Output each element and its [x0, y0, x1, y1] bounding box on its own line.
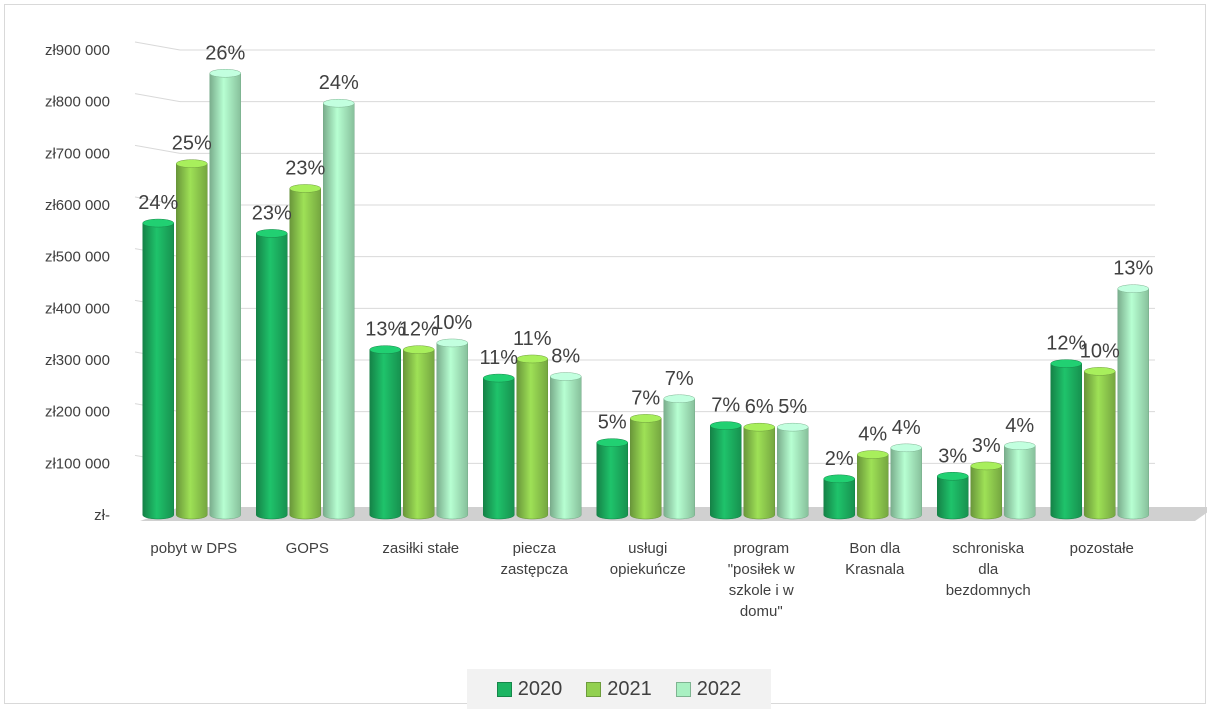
- legend-item: 2021: [586, 678, 652, 701]
- data-label: 7%: [631, 387, 660, 409]
- data-label: 11%: [513, 328, 552, 350]
- bar-chart: zł-zł100 000 zł200 000 zł300 000 zł400 000 z…: [45, 41, 1207, 620]
- x-tick-label: zasiłki stałe: [382, 540, 459, 557]
- data-label: 7%: [665, 368, 694, 390]
- x-tick-label: piecza zastępcza: [500, 540, 568, 578]
- data-label: 5%: [598, 412, 627, 434]
- data-label: 13%: [1113, 258, 1153, 280]
- data-label: 11%: [479, 347, 518, 369]
- y-tick-label: zł300 000: [45, 352, 110, 369]
- y-tick-label: zł100 000: [45, 455, 110, 472]
- x-tick-label: pobyt w DPS: [150, 540, 237, 557]
- bar-2021: [176, 159, 208, 520]
- data-label: 23%: [285, 157, 325, 179]
- bar-2021: [403, 345, 435, 520]
- legend-item: 2022: [675, 677, 742, 701]
- data-label: 3%: [972, 435, 1001, 457]
- data-label: 4%: [892, 417, 921, 439]
- bar-2022: [436, 338, 468, 520]
- data-label: 12%: [1046, 333, 1086, 355]
- data-label: 6%: [745, 396, 774, 418]
- data-label: 3%: [938, 445, 967, 467]
- bar-2021: [516, 354, 548, 520]
- data-label: 5%: [778, 396, 807, 418]
- bar-2021: [630, 414, 662, 520]
- bar-2020: [596, 438, 628, 520]
- y-tick-label: zł500 000: [45, 249, 110, 266]
- gridline-depth: [134, 41, 181, 51]
- gridline-depth: [134, 93, 181, 103]
- bar-2022: [550, 372, 582, 520]
- data-label: 24%: [138, 192, 178, 214]
- y-tick-label: zł400 000: [45, 300, 110, 317]
- bar-2022: [663, 394, 695, 520]
- y-axis-ticks: zł-zł100 000 zł200 000 zł300 000 zł400 000 z…: [45, 42, 110, 524]
- x-axis-ticks: pobyt w DPS GOPS zasiłki stałe piecza zastęp…: [150, 540, 1133, 620]
- data-label: 4%: [858, 424, 887, 446]
- legend-item: 2020: [496, 677, 563, 701]
- bar-2022: [1117, 284, 1149, 520]
- bar-2021: [743, 422, 775, 520]
- y-tick-label: zł900 000: [45, 42, 110, 59]
- data-label: 10%: [432, 312, 472, 334]
- bar-2020: [369, 345, 401, 520]
- bar-2020: [483, 373, 515, 520]
- gridline-depth: [134, 196, 181, 206]
- data-label: 7%: [711, 395, 740, 417]
- bar-2020: [256, 229, 288, 520]
- data-label: 10%: [1080, 340, 1120, 362]
- bar-2022: [1004, 441, 1036, 520]
- bar-2020: [142, 218, 174, 520]
- chart-frame: zł-zł100 000 zł200 000 zł300 000 zł400 000 z…: [4, 4, 1207, 709]
- bar-2022: [777, 422, 809, 520]
- bar-2022: [890, 443, 922, 520]
- data-label: 25%: [172, 133, 212, 155]
- y-tick-label: zł800 000: [45, 94, 110, 111]
- x-tick-label: Bon dla Krasnala: [845, 540, 905, 578]
- legend-label: 2021: [607, 677, 652, 700]
- x-tick-label: pozostałe: [1070, 540, 1134, 557]
- legend-label: 2020: [517, 677, 563, 700]
- x-tick-label: program "posiłek w szkole i w domu": [728, 540, 795, 620]
- y-tick-label: zł-: [94, 507, 110, 524]
- legend-swatch: [586, 681, 602, 697]
- bar-2021: [289, 184, 321, 520]
- data-labels: 24%25%26%23%23%24%13%12%10%11%11%8%5%7%7…: [138, 42, 1153, 470]
- legend-swatch: [496, 681, 512, 697]
- data-label: 8%: [551, 346, 580, 368]
- bars: [142, 69, 1149, 520]
- bar-2021: [857, 450, 889, 520]
- bar-2020: [710, 421, 742, 520]
- legend-label: 2022: [696, 677, 742, 700]
- bar-2021: [970, 461, 1002, 520]
- bar-2021: [1084, 367, 1116, 520]
- bar-2020: [937, 472, 969, 520]
- x-tick-label: usługi opiekuńcze: [610, 540, 686, 578]
- data-label: 24%: [319, 72, 359, 94]
- gridline-depth: [134, 144, 181, 154]
- data-label: 4%: [1005, 415, 1034, 437]
- y-tick-label: zł700 000: [45, 145, 110, 162]
- x-tick-label: schroniska dla bezdomnych: [946, 540, 1031, 599]
- bar-2020: [823, 474, 855, 520]
- data-label: 23%: [252, 202, 292, 224]
- legend-swatch: [675, 681, 691, 697]
- legend: 2020 2021 2022: [467, 669, 771, 709]
- y-tick-label: zł600 000: [45, 197, 110, 214]
- bar-2020: [1050, 359, 1082, 520]
- y-tick-label: zł200 000: [45, 404, 110, 421]
- x-tick-label: GOPS: [286, 540, 329, 557]
- data-label: 13%: [365, 319, 405, 341]
- data-label: 26%: [205, 42, 245, 64]
- data-label: 2%: [825, 448, 854, 470]
- bar-2022: [323, 98, 355, 520]
- bar-2022: [209, 69, 241, 520]
- data-label: 12%: [399, 319, 439, 341]
